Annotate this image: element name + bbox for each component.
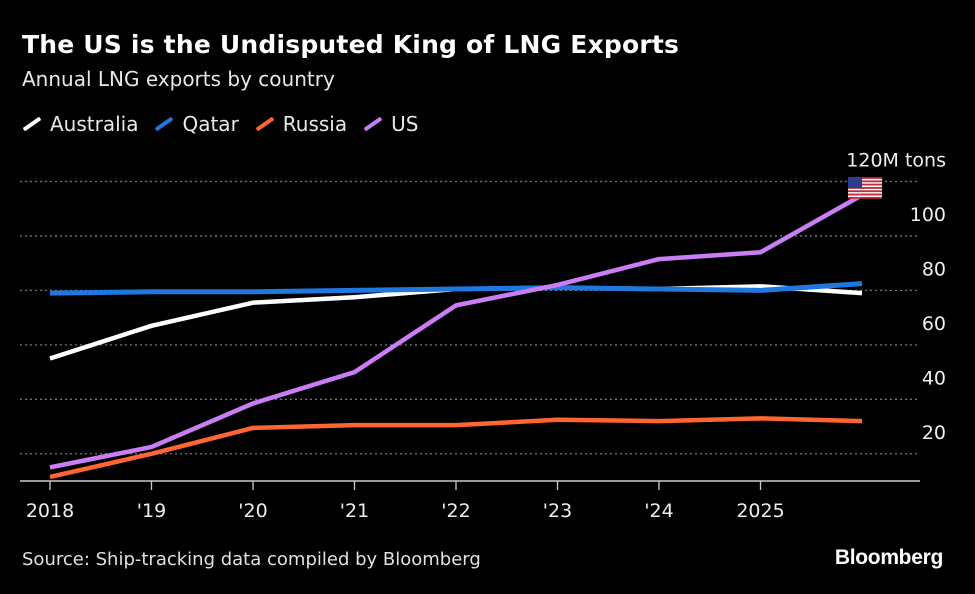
flag-stripe xyxy=(848,187,882,189)
legend-item-australia: Australia xyxy=(22,112,138,136)
series-line-australia xyxy=(49,284,863,361)
source-note: Source: Ship-tracking data compiled by B… xyxy=(22,549,481,570)
legend-label: Qatar xyxy=(182,112,239,136)
flag-stripe xyxy=(848,182,882,184)
flag-stripe xyxy=(848,178,882,181)
chart-subtitle: Annual LNG exports by country xyxy=(22,67,335,91)
x-tick-label: 2025 xyxy=(736,500,784,522)
flag-stripe xyxy=(848,180,882,183)
flag-stripe xyxy=(848,192,882,194)
flag-stripe xyxy=(848,183,882,186)
y-tick-label: 120M tons xyxy=(846,150,946,172)
y-tick-label: 20 xyxy=(922,422,946,444)
y-tick-label: 80 xyxy=(922,258,946,280)
legend-item-us: US xyxy=(363,112,418,136)
bloomberg-logo: Bloomberg xyxy=(834,546,943,569)
series-line-russia xyxy=(49,416,863,480)
legend-item-qatar: Qatar xyxy=(154,112,239,136)
y-tick-label: 60 xyxy=(922,313,946,335)
legend-label: Australia xyxy=(50,112,139,136)
flag-stripe xyxy=(848,177,882,179)
x-tick-label: '22 xyxy=(441,500,470,522)
x-tick-label: '23 xyxy=(543,500,572,522)
flag-stripe xyxy=(848,193,882,196)
legend-item-russia: Russia xyxy=(255,112,347,136)
us-flag-icon xyxy=(848,177,882,199)
legend: Australia Qatar Russia US xyxy=(22,112,418,136)
flag-stripe xyxy=(848,185,882,188)
flag-stripe xyxy=(848,190,882,193)
flag-canton xyxy=(848,177,862,189)
legend-label: Russia xyxy=(282,112,348,136)
x-tick-label: '20 xyxy=(238,500,267,522)
flag-stripe xyxy=(848,188,882,191)
chart-title: The US is the Undisputed King of LNG Exp… xyxy=(22,30,680,59)
y-tick-label: 40 xyxy=(922,367,946,389)
x-tick-label: '24 xyxy=(644,500,673,522)
flag-stripe xyxy=(848,196,882,199)
y-tick-label: 100 xyxy=(910,204,946,226)
x-tick-label: '19 xyxy=(137,500,166,522)
x-tick-label: '21 xyxy=(340,500,369,522)
legend-label: US xyxy=(391,112,419,136)
flag-stripe xyxy=(848,195,882,197)
x-tick-label: 2018 xyxy=(26,500,74,522)
